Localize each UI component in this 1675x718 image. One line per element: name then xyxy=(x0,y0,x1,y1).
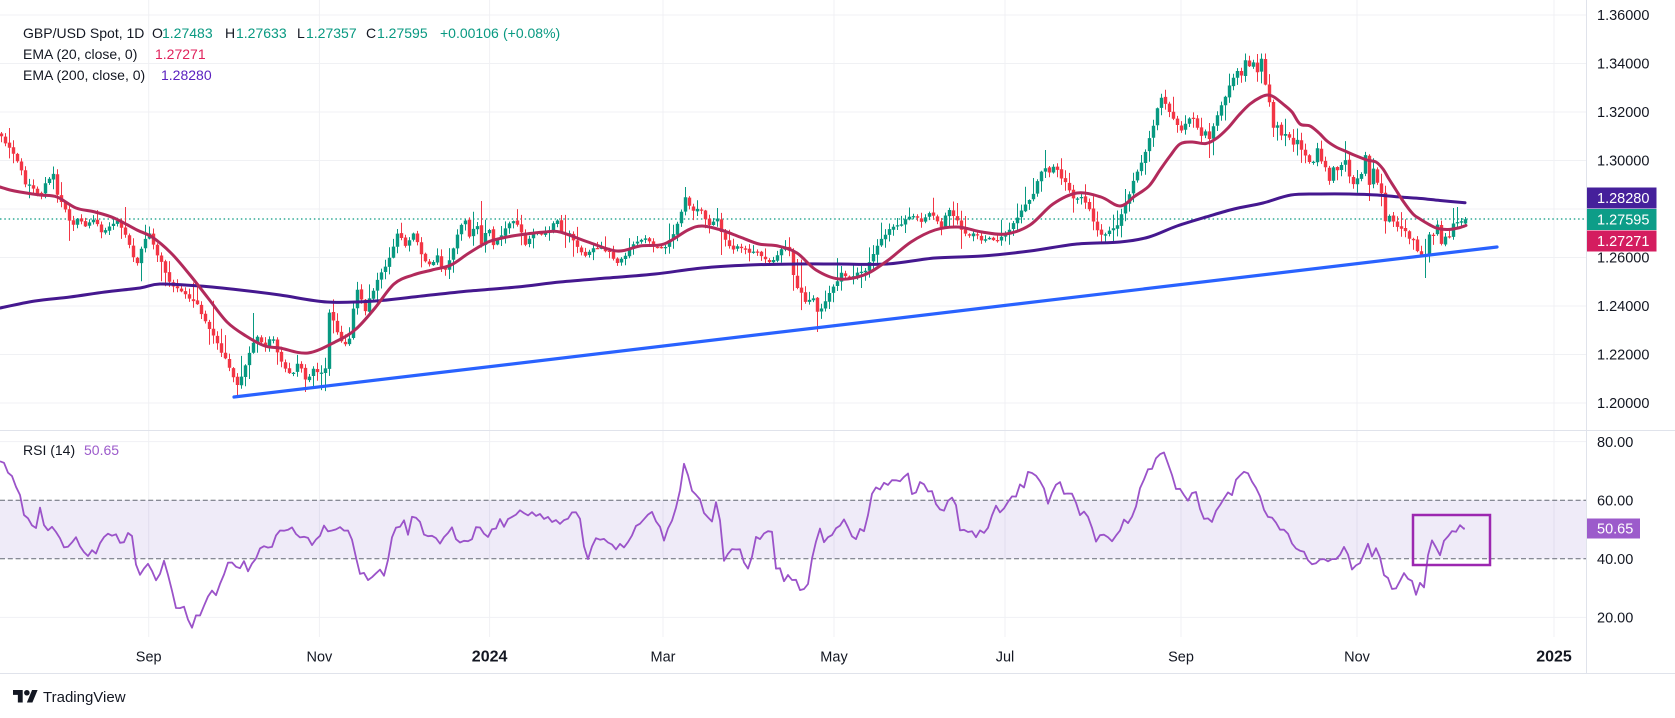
svg-text:Sep: Sep xyxy=(136,650,162,666)
svg-text:Mar: Mar xyxy=(651,650,676,666)
svg-text:1.27271: 1.27271 xyxy=(155,46,206,62)
svg-text:1.36000: 1.36000 xyxy=(1597,8,1649,24)
svg-text:20.00: 20.00 xyxy=(1597,611,1633,627)
svg-text:1.24000: 1.24000 xyxy=(1597,299,1649,315)
svg-text:1.27633: 1.27633 xyxy=(236,25,287,41)
svg-text:May: May xyxy=(820,650,848,666)
svg-text:1.22000: 1.22000 xyxy=(1597,348,1649,364)
svg-text:1.20000: 1.20000 xyxy=(1597,396,1649,412)
svg-text:O: O xyxy=(152,25,163,41)
svg-text:1.27595: 1.27595 xyxy=(1597,213,1649,229)
svg-text:+0.00106: +0.00106 xyxy=(440,25,499,41)
svg-text:Jul: Jul xyxy=(996,650,1015,666)
svg-text:1.27357: 1.27357 xyxy=(306,25,357,41)
svg-text:1.32000: 1.32000 xyxy=(1597,105,1649,121)
svg-text:2025: 2025 xyxy=(1536,649,1572,666)
svg-text:50.65: 50.65 xyxy=(1597,522,1633,538)
svg-text:1.26000: 1.26000 xyxy=(1597,251,1649,267)
svg-text:EMA (200, close, 0): EMA (200, close, 0) xyxy=(23,67,145,83)
svg-text:GBP/USD Spot, 1D: GBP/USD Spot, 1D xyxy=(23,25,144,41)
svg-text:Nov: Nov xyxy=(307,650,334,666)
svg-text:1.28280: 1.28280 xyxy=(161,67,212,83)
svg-text:EMA (20, close, 0): EMA (20, close, 0) xyxy=(23,46,137,62)
svg-text:1.30000: 1.30000 xyxy=(1597,154,1649,170)
svg-text:Sep: Sep xyxy=(1168,650,1194,666)
svg-text:L: L xyxy=(297,25,305,41)
svg-text:50.65: 50.65 xyxy=(84,442,119,458)
svg-text:1.28280: 1.28280 xyxy=(1597,191,1649,207)
svg-text:2024: 2024 xyxy=(472,649,508,666)
svg-text:Nov: Nov xyxy=(1344,650,1371,666)
svg-text:(+0.08%): (+0.08%) xyxy=(503,25,560,41)
svg-text:TradingView: TradingView xyxy=(43,689,126,706)
svg-text:RSI (14): RSI (14) xyxy=(23,442,75,458)
svg-text:1.34000: 1.34000 xyxy=(1597,57,1649,73)
svg-text:1.27483: 1.27483 xyxy=(162,25,213,41)
svg-text:1.27595: 1.27595 xyxy=(377,25,428,41)
svg-text:1.27271: 1.27271 xyxy=(1597,234,1649,250)
svg-text:40.00: 40.00 xyxy=(1597,552,1633,568)
svg-text:60.00: 60.00 xyxy=(1597,493,1633,509)
svg-text:H: H xyxy=(225,25,235,41)
svg-text:80.00: 80.00 xyxy=(1597,435,1633,451)
svg-text:C: C xyxy=(366,25,376,41)
